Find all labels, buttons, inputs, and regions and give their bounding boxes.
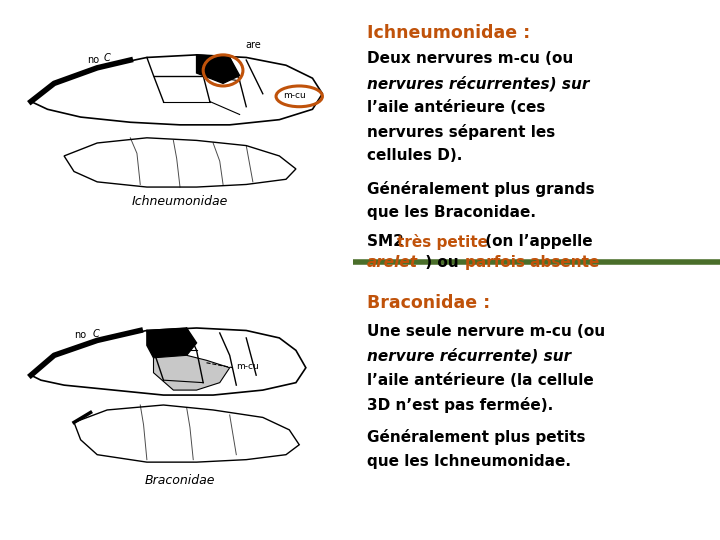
Text: Une seule nervure m-cu (ou: Une seule nervure m-cu (ou [367,324,606,339]
Polygon shape [74,405,300,462]
Text: Braconidae :: Braconidae : [367,294,490,312]
Text: m-cu: m-cu [283,91,305,100]
Polygon shape [64,138,296,187]
Text: SM2: SM2 [367,234,410,249]
Text: cellules D).: cellules D). [367,148,462,164]
Text: l’aile antérieure (ces: l’aile antérieure (ces [367,100,546,115]
Text: que les Braconidae.: que les Braconidae. [367,205,536,220]
Text: no: no [87,55,99,65]
Polygon shape [197,55,240,83]
Text: (on l’appelle: (on l’appelle [480,234,592,249]
Text: nervure récurrente) sur: nervure récurrente) sur [367,348,572,364]
Text: très petite: très petite [397,234,488,250]
Text: ) ou: ) ou [420,255,464,270]
Text: parfois absente: parfois absente [464,255,599,270]
Text: C: C [104,53,111,63]
Text: Généralement plus grands: Généralement plus grands [367,181,595,197]
Text: Braconidae: Braconidae [145,475,215,488]
Polygon shape [153,355,230,390]
Text: are: are [245,40,261,50]
Text: m-cu: m-cu [236,362,259,371]
Polygon shape [147,328,197,358]
Text: Deux nervures m-cu (ou: Deux nervures m-cu (ou [367,51,573,66]
Text: Ichneumonidae :: Ichneumonidae : [367,24,531,42]
Text: l’aile antérieure (la cellule: l’aile antérieure (la cellule [367,373,594,388]
Text: Généralement plus petits: Généralement plus petits [367,429,585,445]
Text: C: C [92,329,99,339]
Text: no: no [74,330,86,340]
Text: Ichneumonidae: Ichneumonidae [132,195,228,208]
Polygon shape [31,328,306,395]
Text: nervures séparent les: nervures séparent les [367,124,555,140]
Text: que les Ichneumonidae.: que les Ichneumonidae. [367,454,571,469]
Text: arelet: arelet [367,255,418,270]
Polygon shape [31,55,323,125]
Text: nervures récurrentes) sur: nervures récurrentes) sur [367,76,590,91]
Text: 3D n’est pas fermée).: 3D n’est pas fermée). [367,397,554,413]
